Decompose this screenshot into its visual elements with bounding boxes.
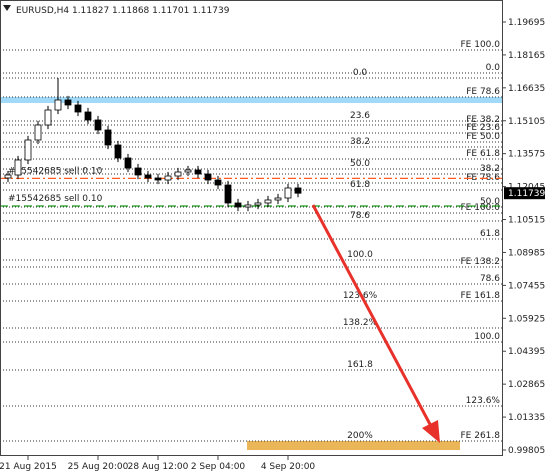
candle-body — [164, 175, 172, 181]
candle-body — [94, 119, 102, 131]
fib-label: 123.6% — [466, 396, 501, 406]
fib-label: FE 100.0 — [461, 40, 501, 50]
candle-body — [294, 187, 302, 194]
candle-body — [84, 111, 92, 121]
x-tick-label: 2 Sep 04:00 — [191, 462, 246, 472]
fib-label: 100.0 — [474, 332, 500, 342]
fib-label: FE 161.8 — [461, 291, 501, 301]
fib-label: 61.8 — [480, 229, 500, 239]
candle-body — [144, 174, 152, 179]
chart-title: EURUSD,H4 1.11827 1.11868 1.11701 1.1173… — [16, 6, 230, 16]
fib-label: FE 78.6 — [466, 87, 500, 97]
x-tick-label: 21 Aug 2015 — [0, 462, 57, 472]
fib-label: FE 38.2 — [466, 115, 500, 125]
candle-body — [114, 144, 122, 159]
candle-body — [204, 173, 212, 181]
last-price-label: 1.11739 — [508, 189, 545, 199]
x-tick-label: 4 Sep 20:00 — [261, 462, 316, 472]
fib-label: FE 261.8 — [461, 431, 501, 441]
y-tick-label: 1.02865 — [508, 380, 545, 390]
y-tick-label: 1.16635 — [508, 84, 545, 94]
plot-area: 0.0 23.6 38.2 50.0 61.8 78.6 100.0 123.6% 138.2%… — [0, 40, 502, 450]
candle-body — [234, 202, 242, 208]
fib-label: 78.6 — [480, 274, 500, 284]
candle-body — [184, 169, 192, 173]
y-tick-label: 1.15105 — [508, 117, 545, 127]
order-label: #15542685 sell 0.10 — [8, 194, 103, 204]
fib-label: FE 23.6 — [466, 123, 500, 133]
y-tick-label: 1.10515 — [508, 216, 545, 226]
fib-label: 23.6 — [350, 111, 370, 121]
candle-body — [254, 202, 262, 206]
candle-body — [264, 199, 272, 204]
candle-body — [274, 197, 282, 201]
candle-body — [104, 129, 112, 146]
candle-body — [224, 184, 232, 204]
candle-body — [124, 157, 132, 169]
fib-label: FE 61.8 — [466, 149, 500, 159]
x-tick-label: 25 Aug 20:00 — [68, 462, 129, 472]
y-tick-label: 1.01335 — [508, 413, 545, 423]
fib-label: 100.0 — [347, 250, 373, 260]
candle-body — [74, 104, 82, 113]
order-label: #15542685 sell 0.10 — [8, 166, 103, 176]
y-tick-label: 1.08985 — [508, 248, 545, 258]
candle-body — [4, 174, 12, 179]
candle-body — [34, 124, 42, 141]
y-tick-label: 1.05925 — [508, 314, 545, 324]
fib-label: 50.0 — [350, 159, 370, 169]
candle-body — [284, 187, 292, 199]
fib-label: 50.0 — [480, 197, 500, 207]
last-price-box — [504, 187, 545, 200]
candle-body — [24, 139, 32, 161]
zone — [0, 97, 502, 104]
candle-body — [64, 99, 72, 106]
fib-label: FE 138.2 — [461, 257, 501, 267]
candle-body — [54, 99, 62, 111]
fib-label: 61.8 — [350, 180, 370, 190]
fib-label: 138.2% — [343, 318, 378, 328]
candle-body — [174, 171, 182, 177]
candle-body — [154, 177, 162, 181]
y-tick-label: 1.07455 — [508, 281, 545, 291]
x-tick-label: 28 Aug 12:00 — [128, 462, 189, 472]
candle-body — [194, 169, 202, 175]
fib-label: 38.2 — [480, 164, 500, 174]
y-tick-label: 1.18165 — [508, 51, 545, 61]
y-tick-label: 1.19695 — [508, 18, 545, 28]
zone — [247, 440, 460, 450]
fib-label: 200% — [347, 431, 373, 441]
y-tick-label: 1.13575 — [508, 150, 545, 160]
candle-body — [134, 167, 142, 176]
y-tick-label: 0.99805 — [508, 446, 545, 456]
forecast-arrowhead — [422, 420, 440, 443]
fib-label: 78.6 — [350, 211, 370, 221]
y-tick-label: 1.04395 — [508, 347, 545, 357]
candle-body — [214, 179, 222, 186]
forecast-arrow — [311, 204, 434, 429]
fib-label: FE 100.0 — [461, 203, 501, 213]
plot-frame — [0, 0, 503, 456]
candle-body — [14, 159, 22, 176]
fib-label: FE 50.0 — [466, 132, 500, 142]
fib-label: 0.0 — [486, 63, 501, 73]
fib-label: 161.8 — [347, 360, 373, 370]
title-icon — [3, 5, 11, 11]
candle-body — [244, 204, 252, 208]
candle-body — [44, 109, 52, 126]
